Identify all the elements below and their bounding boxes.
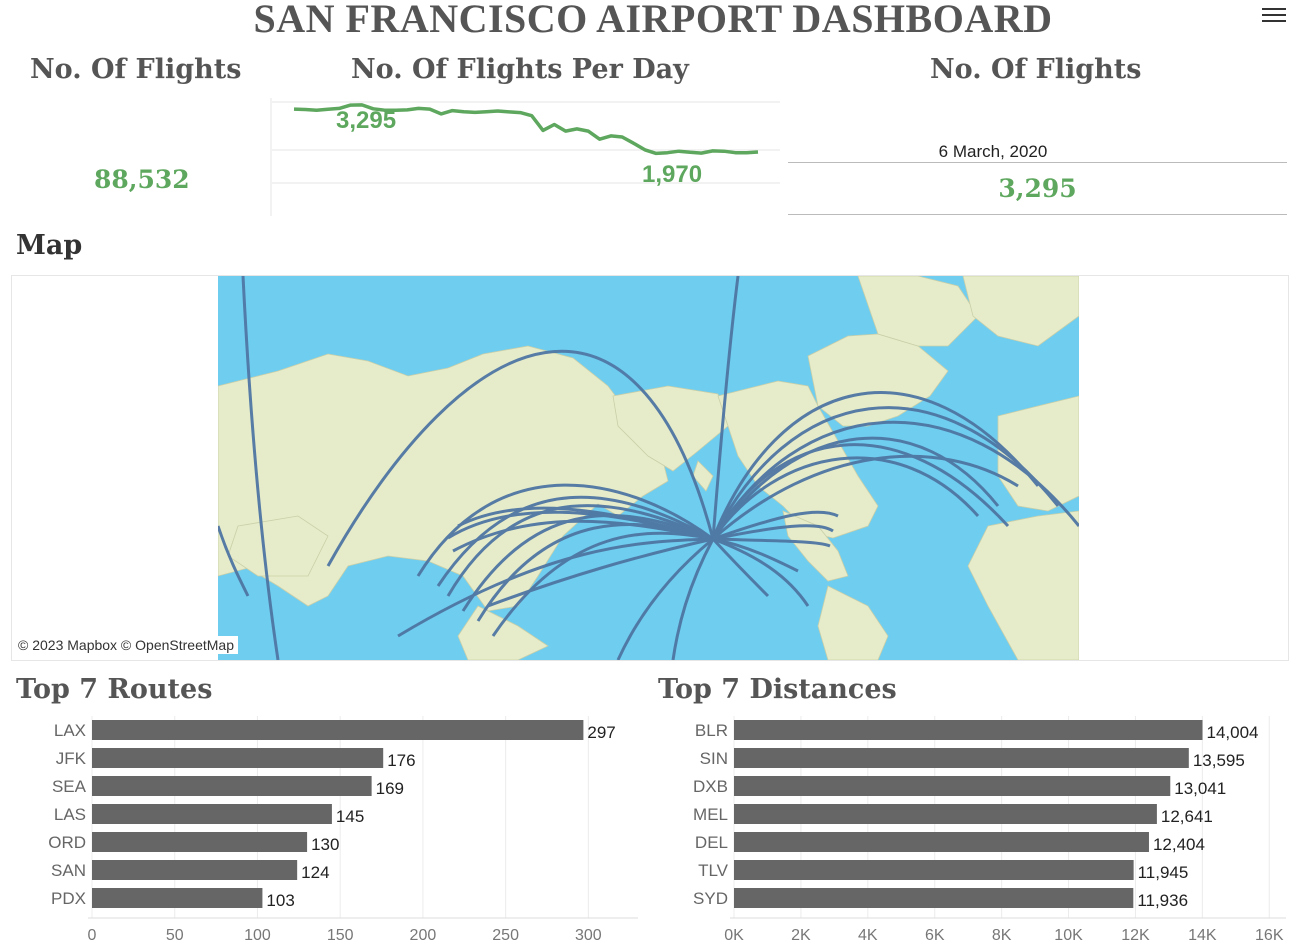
x-tick-label: 300: [575, 927, 602, 940]
map-frame: [11, 275, 1289, 661]
category-label: TLV: [698, 861, 729, 880]
value-label: 12,404: [1153, 835, 1205, 854]
category-label: SIN: [700, 749, 728, 768]
category-label: DEL: [695, 833, 728, 852]
value-label: 12,641: [1161, 807, 1213, 826]
bar: [734, 832, 1149, 852]
sparkline-max-label: 3,295: [336, 107, 396, 134]
category-label: SAN: [51, 861, 86, 880]
value-label: 130: [311, 835, 339, 854]
value-label: 13,595: [1193, 751, 1245, 770]
routes-heading: Top 7 Routes: [16, 674, 213, 705]
category-label: SYD: [693, 889, 728, 908]
x-tick-label: 150: [327, 927, 354, 940]
kpi-day-value: 3,295: [998, 174, 1077, 203]
distances-heading: Top 7 Distances: [658, 674, 897, 705]
bar: [734, 776, 1171, 796]
map-heading: Map: [16, 230, 83, 261]
bar: [734, 804, 1157, 824]
kpi-total-heading: No. Of Flights: [30, 54, 242, 85]
x-tick-label: 2K: [791, 927, 811, 940]
x-tick-label: 100: [244, 927, 271, 940]
kpi-day-date: 6 March, 2020: [938, 142, 1048, 161]
category-label: LAX: [54, 721, 86, 740]
category-label: LAS: [54, 805, 86, 824]
category-label: MEL: [693, 805, 728, 824]
category-label: SEA: [52, 777, 87, 796]
x-tick-label: 10K: [1054, 927, 1083, 940]
bar: [92, 776, 372, 796]
dashboard-title: SAN FRANCISCO AIRPORT DASHBOARD: [253, 0, 1053, 41]
x-tick-label: 4K: [858, 927, 878, 940]
top-distances-chart: 0K 2K 4K 6K 8K 10K 12K 14K 16K BLR 14,004 SIN 13,595…: [693, 716, 1286, 940]
category-label: JFK: [56, 749, 87, 768]
value-label: 124: [301, 863, 329, 882]
bar: [92, 888, 263, 908]
kpi-day-divider-bottom: [788, 214, 1287, 215]
sparkline-series: [293, 103, 759, 156]
category-label: PDX: [51, 889, 86, 908]
value-label: 169: [376, 779, 404, 798]
map-credit: © 2023 Mapbox © OpenStreetMap: [14, 636, 238, 654]
value-label: 11,945: [1138, 863, 1189, 882]
sparkline-min-label: 1,970: [642, 161, 702, 188]
x-tick-label: 0: [88, 927, 97, 940]
value-label: 297: [587, 723, 615, 742]
x-tick-label: 12K: [1121, 927, 1150, 940]
value-label: 103: [266, 891, 294, 910]
flight-routes: [218, 276, 1079, 660]
kpi-per-day-heading: No. Of Flights Per Day: [351, 54, 689, 85]
bar: [734, 860, 1134, 880]
x-tick-label: 16K: [1255, 927, 1284, 940]
x-tick-label: 8K: [992, 927, 1012, 940]
bar: [734, 720, 1203, 740]
bar: [92, 860, 298, 880]
route-map[interactable]: [218, 276, 1079, 660]
bar: [734, 748, 1189, 768]
value-label: 145: [336, 807, 364, 826]
top-routes-chart: 0 50 100 150 200 250 300 LAX 297 JFK 176 SEA 169 LAS 1…: [48, 716, 638, 940]
hamburger-menu-icon[interactable]: [1262, 4, 1286, 24]
bar: [92, 832, 308, 852]
kpi-day-heading: No. Of Flights: [930, 54, 1142, 85]
bar: [734, 888, 1134, 908]
bar: [92, 748, 384, 768]
value-label: 13,041: [1174, 779, 1226, 798]
x-tick-label: 14K: [1188, 927, 1217, 940]
x-tick-label: 50: [166, 927, 184, 940]
kpi-day-divider: [788, 162, 1287, 163]
category-label: BLR: [695, 721, 728, 740]
x-tick-label: 250: [492, 927, 519, 940]
x-tick-label: 6K: [925, 927, 945, 940]
flights-per-day-sparkline: 3,295 1,970: [270, 98, 780, 216]
value-label: 14,004: [1206, 723, 1258, 742]
kpi-total-value: 88,532: [94, 165, 190, 194]
x-tick-label: 200: [410, 927, 437, 940]
category-label: DXB: [693, 777, 728, 796]
bar: [92, 720, 584, 740]
value-label: 176: [387, 751, 415, 770]
value-label: 11,936: [1137, 891, 1188, 910]
bar: [92, 804, 332, 824]
x-tick-label: 0K: [724, 927, 744, 940]
category-label: ORD: [48, 833, 86, 852]
